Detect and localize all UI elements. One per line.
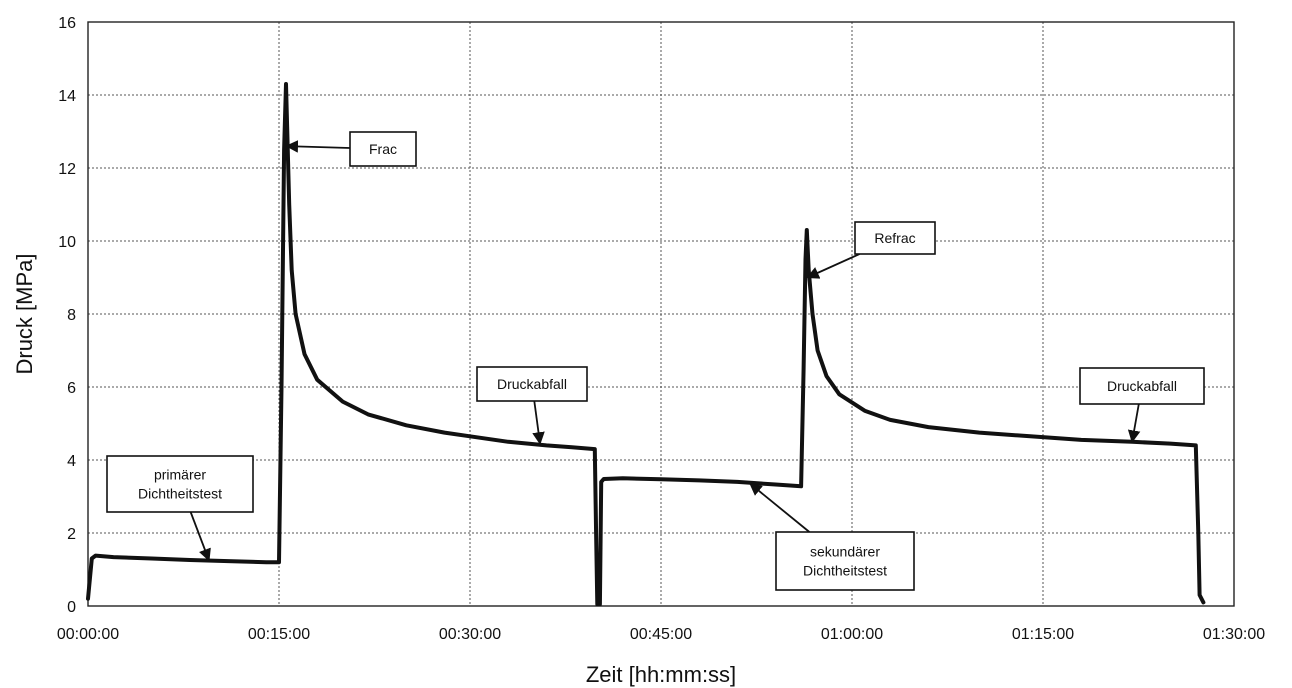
annotation-box bbox=[106, 455, 254, 513]
y-tick-label: 16 bbox=[58, 15, 76, 32]
annotation-label: Refrac bbox=[874, 230, 915, 246]
x-tick-labels: 00:00:00 00:15:00 00:30:00 00:45:00 01:00:00… bbox=[57, 626, 1265, 643]
annotation-box bbox=[775, 531, 915, 591]
annotation-label: Dichtheitstest bbox=[803, 563, 887, 579]
x-tick-label: 00:00:00 bbox=[57, 626, 119, 643]
y-tick-label: 2 bbox=[67, 526, 76, 543]
annotation-label: Dichtheitstest bbox=[138, 486, 222, 502]
y-tick-label: 12 bbox=[58, 161, 76, 178]
annotation-box bbox=[349, 131, 417, 167]
annotation-box bbox=[1079, 367, 1205, 405]
annotation-arrow bbox=[285, 140, 351, 153]
y-tick-label: 0 bbox=[67, 599, 76, 616]
annotation-box bbox=[854, 221, 936, 255]
annotation-layer: Frac Refrac Druckabfall Druckabfall primärer… bbox=[106, 131, 1205, 591]
x-tick-label: 01:00:00 bbox=[821, 626, 883, 643]
y-tick-label: 8 bbox=[67, 307, 76, 324]
grid-layer bbox=[88, 22, 1234, 606]
x-tick-label: 00:45:00 bbox=[630, 626, 692, 643]
y-tick-label: 14 bbox=[58, 88, 76, 105]
x-tick-label: 00:30:00 bbox=[439, 626, 501, 643]
y-tick-label: 6 bbox=[67, 380, 76, 397]
annotation-arrow bbox=[189, 511, 211, 562]
annotation-label: sekundärer bbox=[810, 544, 880, 560]
annotation-label: Druckabfall bbox=[1107, 378, 1177, 394]
annotation-box bbox=[476, 366, 588, 402]
x-axis-title: Zeit [hh:mm:ss] bbox=[586, 662, 736, 687]
annotation-label: Druckabfall bbox=[497, 376, 567, 392]
y-tick-labels: 0 2 4 6 8 10 12 14 16 bbox=[58, 15, 76, 616]
y-axis-title: Druck [MPa] bbox=[12, 253, 37, 374]
annotation-arrow bbox=[806, 253, 860, 279]
pressure-line bbox=[86, 82, 1206, 607]
annotation-arrow bbox=[532, 400, 545, 445]
y-tick-label: 4 bbox=[67, 453, 76, 470]
annotation-label: Frac bbox=[369, 141, 397, 157]
annotation-arrow bbox=[749, 482, 810, 533]
x-tick-label: 01:30:00 bbox=[1203, 626, 1265, 643]
x-tick-label: 00:15:00 bbox=[248, 626, 310, 643]
y-tick-label: 10 bbox=[58, 234, 76, 251]
annotation-arrow bbox=[1127, 403, 1141, 443]
x-tick-label: 01:15:00 bbox=[1012, 626, 1074, 643]
plot-area bbox=[87, 21, 1235, 607]
series-layer bbox=[86, 82, 1206, 607]
annotation-label: primärer bbox=[154, 467, 206, 483]
